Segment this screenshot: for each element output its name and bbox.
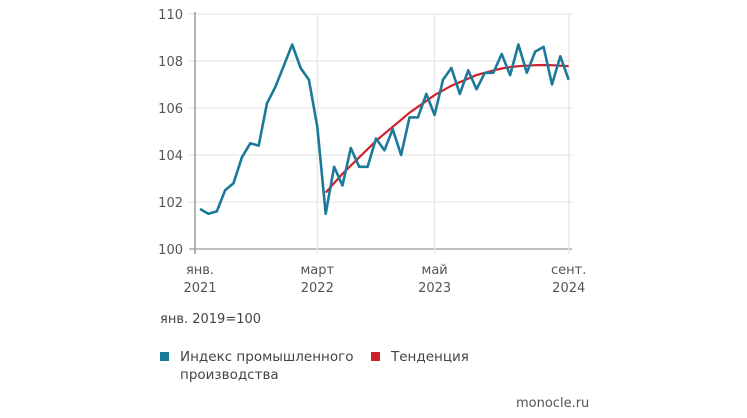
legend-label-line2: производства	[180, 367, 279, 383]
svg-text:106: 106	[158, 102, 183, 117]
gridlines	[189, 13, 572, 254]
base-period-note: янв. 2019=100	[160, 312, 262, 327]
svg-text:102: 102	[158, 196, 183, 211]
svg-text:2024: 2024	[552, 281, 585, 296]
x-axis-ticks: янв. 2021 март 2022 май 2023 сент. 2024	[183, 263, 586, 296]
line-chart: 100 102 104 106 108 110 янв. 2021 март 2022 май 20…	[158, 8, 586, 296]
y-axis-ticks: 100 102 104 106 108 110	[158, 8, 183, 258]
legend-label: Индекс промышленного производства	[180, 348, 353, 384]
legend-label-line1: Индекс промышленного	[180, 349, 354, 365]
legend-swatch-red	[371, 352, 380, 361]
legend-item-index: Индекс промышленного производства	[160, 348, 353, 384]
legend-item-trend: Тенденция	[371, 348, 469, 366]
svg-text:108: 108	[158, 55, 183, 70]
trend-line	[324, 63, 569, 194]
svg-text:2023: 2023	[418, 281, 451, 296]
legend-label: Тенденция	[391, 349, 469, 365]
source-credit: monocle.ru	[516, 396, 590, 411]
svg-text:100: 100	[158, 243, 183, 258]
svg-text:110: 110	[158, 8, 183, 23]
svg-text:март: март	[301, 263, 335, 278]
svg-text:2022: 2022	[301, 281, 334, 296]
svg-text:май: май	[422, 263, 448, 278]
industrial-index-line	[199, 43, 570, 216]
svg-text:янв.: янв.	[186, 263, 214, 278]
svg-text:104: 104	[158, 149, 183, 164]
svg-text:сент.: сент.	[551, 263, 586, 278]
svg-text:2021: 2021	[183, 281, 216, 296]
legend-swatch-blue	[160, 352, 169, 361]
